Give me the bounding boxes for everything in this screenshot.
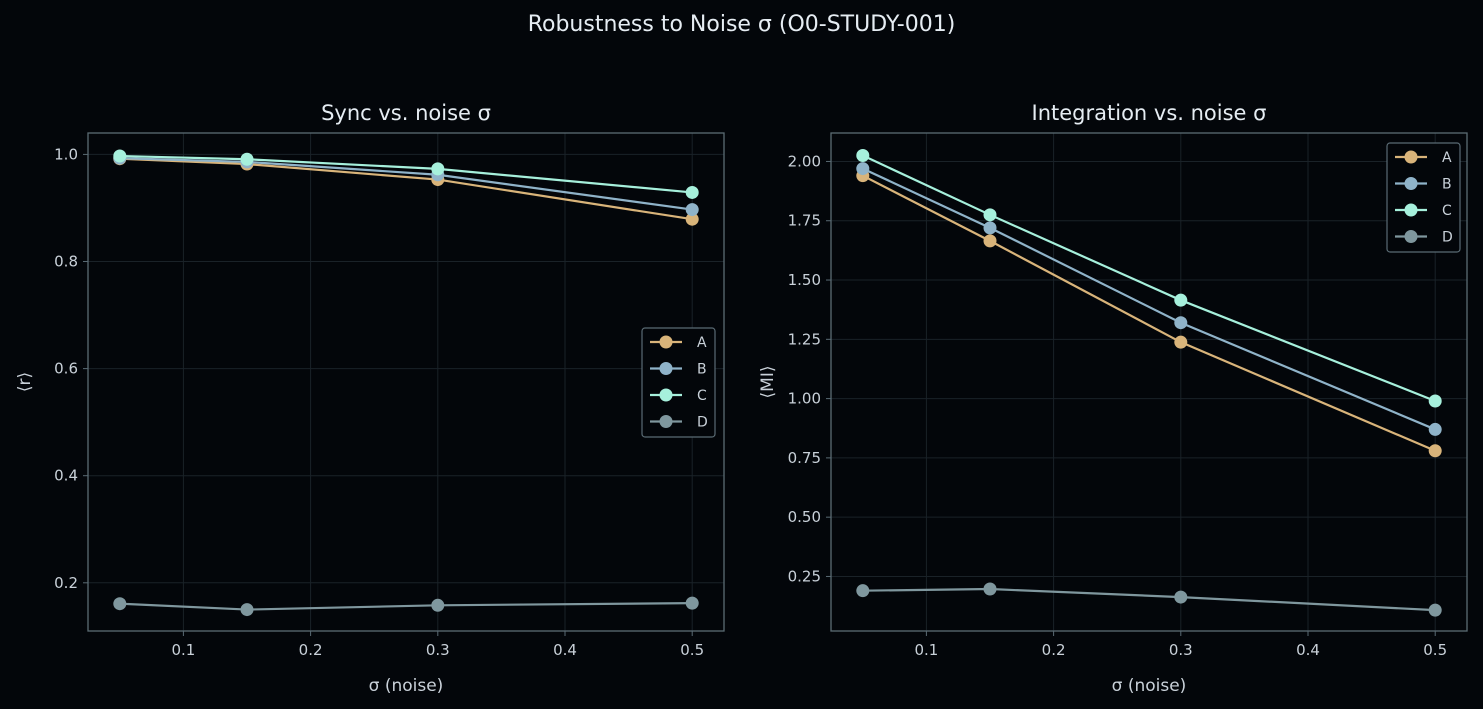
- series-line-D: [862, 587, 1436, 612]
- data-point-B: [983, 221, 997, 235]
- series-line-C: [119, 154, 693, 194]
- legend-marker-C: [1404, 203, 1418, 217]
- x-axis-label: σ (noise): [1112, 676, 1187, 696]
- data-point-C: [1428, 394, 1442, 408]
- data-point-A: [983, 234, 997, 248]
- data-point-C: [856, 149, 870, 163]
- legend-marker-B: [1404, 177, 1418, 190]
- data-point-B: [1428, 422, 1442, 436]
- x-tick-label: 0.5: [1423, 641, 1447, 659]
- legend-label-B: B: [1442, 177, 1452, 193]
- legend-marker-C: [659, 388, 673, 402]
- y-tick-label: 1.0: [54, 145, 78, 163]
- legend-label-D: D: [1442, 230, 1453, 246]
- legend-marker-D: [1404, 230, 1418, 243]
- series-line-B: [119, 157, 693, 211]
- x-tick-label: 0.3: [1169, 641, 1193, 659]
- panel-title: Integration vs. noise σ: [1032, 101, 1267, 125]
- legend-label-A: A: [697, 335, 707, 351]
- y-tick-label: 1.75: [788, 212, 821, 230]
- data-point-C: [983, 208, 997, 222]
- y-tick-label: 0.8: [54, 253, 78, 271]
- x-tick-label: 0.2: [299, 641, 323, 659]
- data-point-D: [1428, 603, 1442, 617]
- data-point-C: [240, 152, 254, 166]
- data-point-A: [1174, 335, 1188, 349]
- plot-frame: [87, 132, 725, 632]
- y-tick-label: 0.2: [54, 574, 78, 592]
- x-tick-label: 0.4: [553, 641, 577, 659]
- legend-frame: [641, 327, 716, 438]
- y-tick-label: 0.75: [788, 449, 821, 467]
- panel-2: 0.1 0.2 0.3 0.4 0.5 0.25 0.50 0.75 1.00 1.25 1.50 1…: [758, 101, 1468, 696]
- data-point-C: [113, 149, 127, 163]
- y-tick-label: 1.00: [788, 390, 821, 408]
- y-tick-label: 0.25: [788, 567, 821, 585]
- data-point-C: [431, 162, 445, 176]
- x-tick-label: 0.1: [171, 641, 195, 659]
- x-tick-label: 0.1: [914, 641, 938, 659]
- legend-label-C: C: [1442, 203, 1452, 219]
- y-axis-label: ⟨r⟩: [15, 372, 35, 392]
- legend-marker-A: [659, 335, 673, 349]
- y-tick-label: 1.25: [788, 330, 821, 348]
- data-point-D: [983, 582, 997, 596]
- legend-label-D: D: [697, 415, 708, 431]
- x-tick-label: 0.2: [1042, 641, 1066, 659]
- x-tick-label: 0.5: [680, 641, 704, 659]
- panel-1: 0.1 0.2 0.3 0.4 0.5 0.2 0.4 0.6 0.8 1.0 Sync vs. n…: [15, 101, 725, 696]
- y-tick-label: 0.50: [788, 508, 821, 526]
- data-point-B: [1174, 316, 1188, 330]
- panel-title: Sync vs. noise σ: [321, 101, 491, 125]
- y-tick-label: 0.4: [54, 467, 78, 485]
- data-point-A: [1428, 444, 1442, 458]
- legend-label-B: B: [697, 362, 707, 378]
- series-line-A: [862, 174, 1436, 452]
- y-axis-label: ⟨MI⟩: [758, 366, 778, 399]
- data-point-B: [856, 162, 870, 176]
- figure-title: Robustness to Noise σ (O0-STUDY-001): [527, 12, 956, 37]
- series-line-D: [119, 602, 693, 611]
- data-point-D: [856, 584, 870, 598]
- data-point-D: [431, 598, 445, 612]
- series-line-B: [862, 167, 1436, 431]
- data-point-D: [1174, 590, 1188, 604]
- data-point-B: [685, 203, 699, 217]
- data-point-D: [113, 597, 127, 611]
- series-line-C: [862, 154, 1436, 402]
- data-point-C: [1174, 293, 1188, 307]
- series-line-A: [119, 157, 693, 221]
- y-tick-label: 2.00: [788, 152, 821, 170]
- data-point-D: [685, 596, 699, 610]
- legend-label-A: A: [1442, 150, 1452, 166]
- y-tick-label: 0.6: [54, 360, 78, 378]
- x-tick-label: 0.4: [1296, 641, 1320, 659]
- legend-marker-B: [659, 362, 673, 375]
- data-point-C: [685, 185, 699, 199]
- y-tick-label: 1.50: [788, 271, 821, 289]
- x-axis-label: σ (noise): [369, 676, 444, 696]
- x-tick-label: 0.3: [426, 641, 450, 659]
- plot-frame: [830, 132, 1468, 632]
- data-point-D: [240, 603, 254, 617]
- legend-marker-D: [659, 415, 673, 428]
- legend-label-C: C: [697, 388, 707, 404]
- legend-frame: [1386, 142, 1461, 253]
- legend-marker-A: [1404, 150, 1418, 164]
- data-point-A: [685, 212, 699, 226]
